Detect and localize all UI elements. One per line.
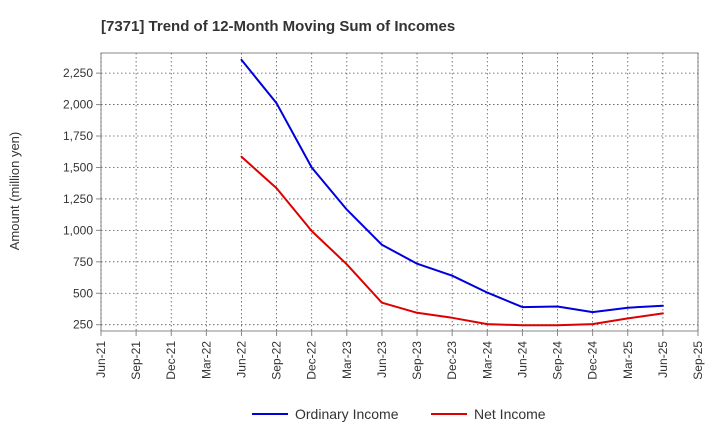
y-tick-labels: 250 500 750 1,000 1,250 1,500 1,750 2,000 2,250 [63, 66, 101, 332]
y-tick-label: 1,750 [63, 129, 93, 143]
chart-title: [7371] Trend of 12-Month Moving Sum of I… [101, 18, 455, 35]
y-tick-label: 1,500 [63, 160, 93, 174]
x-tick-label: Jun-23 [375, 341, 389, 378]
y-axis-label: Amount (million yen) [7, 132, 22, 251]
x-tick-label: Dec-24 [586, 341, 600, 380]
series-layer [240, 58, 664, 327]
series-line-net-income [240, 155, 664, 327]
y-tick-label: 250 [73, 318, 93, 332]
series-line-ordinary-income [240, 58, 664, 314]
x-tick-label: Sep-22 [270, 341, 284, 380]
legend-label: Net Income [474, 406, 546, 422]
x-tick-label: Mar-22 [199, 341, 213, 379]
plot-area [100, 52, 699, 332]
legend: Ordinary Income Net Income [252, 406, 546, 422]
grid [100, 53, 699, 331]
x-tick-label: Mar-24 [480, 341, 494, 379]
x-tick-label: Dec-22 [305, 341, 319, 380]
x-tick-label: Sep-21 [129, 341, 143, 380]
y-tick-label: 1,000 [63, 223, 93, 237]
plot-background [101, 53, 698, 331]
x-tick-label: Jun-25 [656, 341, 670, 378]
plot-border [100, 52, 699, 332]
x-tick-labels: Jun-21 Sep-21 Dec-21 Mar-22 Jun-22 Sep-22 Dec-… [94, 331, 705, 380]
x-tick-label: Dec-21 [164, 341, 178, 380]
y-tick-label: 2,250 [63, 66, 93, 80]
x-tick-label: Sep-25 [691, 341, 705, 380]
y-tick-label: 1,250 [63, 192, 93, 206]
x-tick-label: Mar-23 [340, 341, 354, 379]
y-tick-label: 2,000 [63, 98, 93, 112]
x-tick-label: Jun-22 [234, 341, 248, 378]
x-tick-label: Mar-25 [621, 341, 635, 379]
x-tick-label: Sep-24 [551, 341, 565, 380]
x-tick-label: Jun-24 [515, 341, 529, 378]
x-tick-label: Dec-23 [445, 341, 459, 380]
legend-label: Ordinary Income [295, 406, 399, 422]
y-tick-label: 750 [73, 255, 93, 269]
y-tick-label: 500 [73, 286, 93, 300]
x-tick-label: Sep-23 [410, 341, 424, 380]
x-tick-label: Jun-21 [94, 341, 108, 378]
